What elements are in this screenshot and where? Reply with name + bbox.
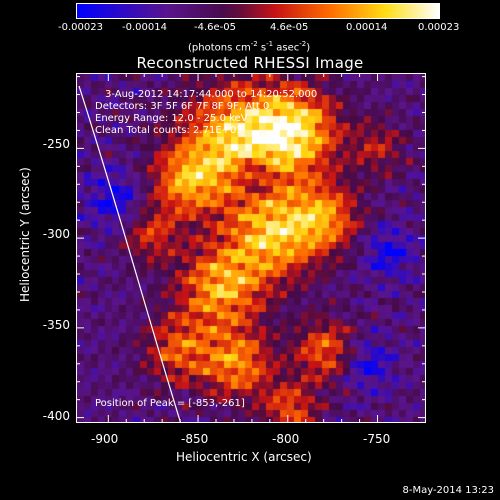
colorbar-tick-label: -0.00014 bbox=[122, 22, 167, 33]
x-axis-label: Heliocentric X (arcsec) bbox=[176, 450, 312, 464]
heatmap-image bbox=[77, 74, 425, 422]
colorbar bbox=[76, 3, 440, 19]
colorbar-tick-label: -4.6e-05 bbox=[194, 22, 236, 33]
colorbar-tick-label: -0.00023 bbox=[58, 22, 103, 33]
y-tick-label: -400 bbox=[42, 409, 70, 423]
plot-overlay bbox=[78, 85, 182, 422]
x-tick-label: -750 bbox=[363, 432, 391, 446]
y-tick-label: -350 bbox=[42, 318, 70, 332]
x-tick-label: -850 bbox=[181, 432, 209, 446]
plot-area: 3-Aug-2012 14:17:44.000 to 14:20:52.000 … bbox=[76, 73, 426, 423]
y-tick-label: -250 bbox=[42, 137, 70, 151]
plot-title: Reconstructed RHESSI Image bbox=[136, 54, 364, 72]
solar-limb-line bbox=[78, 85, 182, 422]
footer-date: 8-May-2014 13:23 bbox=[402, 485, 494, 496]
y-axis-label: Heliocentric Y (arcsec) bbox=[18, 167, 32, 302]
colorbar-tick-label: 0.00023 bbox=[418, 22, 460, 33]
colorbar-tick-label: 0.00014 bbox=[346, 22, 388, 33]
colorbar-units: (photons cm-2 s-1 asec-2) bbox=[188, 40, 311, 54]
time-range-text: 3-Aug-2012 14:17:44.000 to 14:20:52.000 bbox=[105, 89, 318, 100]
energy-range-text: Energy Range: 12.0 - 25.0 keV bbox=[95, 113, 248, 124]
clean-counts-text: Clean Total counts: 2.71E+03 bbox=[95, 125, 243, 136]
peak-position-text: Position of Peak = [-853,-261] bbox=[95, 398, 245, 409]
x-tick-label: -900 bbox=[91, 432, 119, 446]
x-tick-label: -800 bbox=[272, 432, 300, 446]
y-tick-label: -300 bbox=[42, 227, 70, 241]
detectors-text: Detectors: 3F 5F 6F 7F 8F 9F, Att 0 bbox=[95, 101, 270, 112]
colorbar-tick-label: 4.6e-05 bbox=[270, 22, 309, 33]
